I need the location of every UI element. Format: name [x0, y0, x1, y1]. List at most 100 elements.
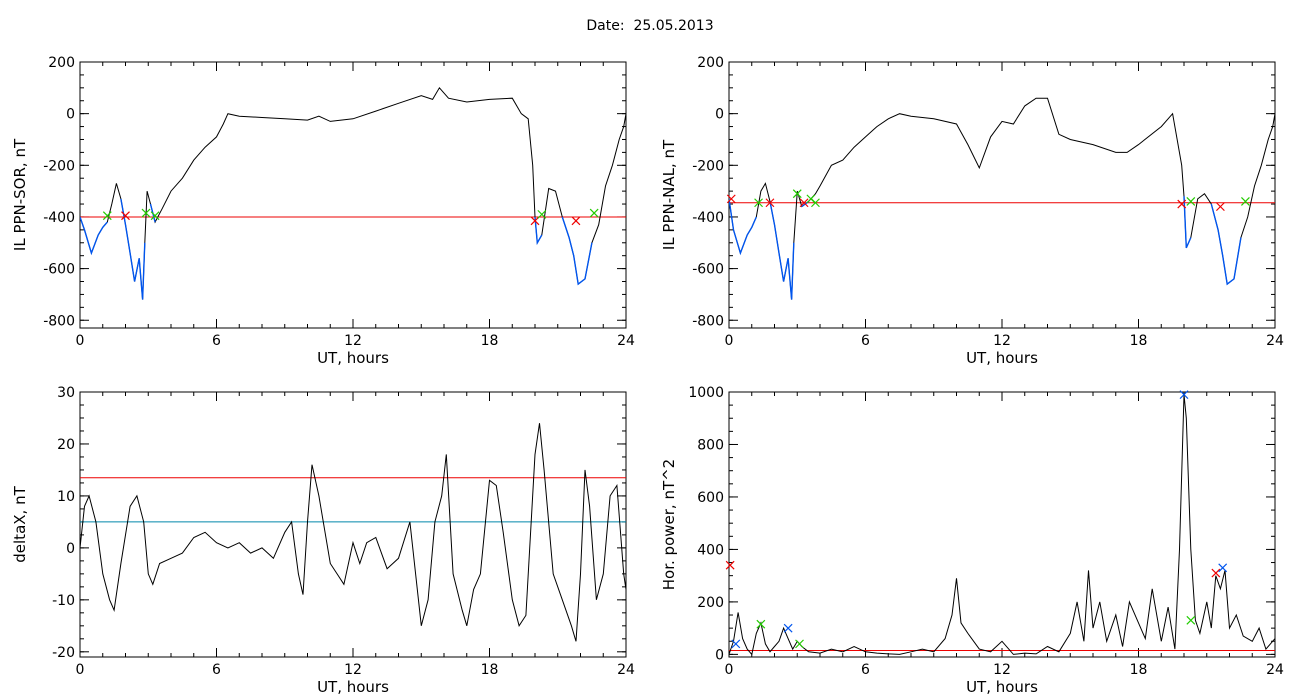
- y-tick-label: -200: [692, 158, 724, 174]
- substorm-segment: [561, 216, 593, 286]
- y-tick-label: 600: [697, 490, 724, 506]
- y-tick-label: 0: [715, 647, 724, 663]
- y-tick-label: 200: [48, 55, 75, 71]
- signal-line: [80, 423, 626, 642]
- x-tick-label: 0: [76, 333, 85, 349]
- y-axis-label: deltaX, nT: [11, 485, 29, 562]
- y-tick-label: -800: [692, 313, 724, 329]
- y-tick-label: 400: [697, 542, 724, 558]
- event-marker-green: [589, 208, 599, 218]
- x-tick-label: 18: [481, 333, 499, 349]
- x-axis-label: UT, hours: [317, 349, 389, 367]
- y-tick-label: 20: [57, 437, 75, 453]
- y-tick-label: 0: [66, 541, 75, 557]
- chart-panel-2: 0 6 12 18 24 -800 -600 -400 -200 0 200 UT, hours IL …: [660, 55, 1284, 367]
- y-tick-label: -600: [43, 262, 75, 278]
- x-tick-label: 18: [481, 662, 499, 678]
- x-tick-label: 0: [76, 662, 85, 678]
- x-tick-label: 0: [725, 662, 734, 678]
- y-tick-label: 200: [697, 595, 724, 611]
- event-marker-red: [1215, 202, 1225, 212]
- x-tick-label: 12: [993, 662, 1011, 678]
- y-tick-label: 10: [57, 489, 75, 505]
- signal-line: [80, 86, 626, 300]
- signal-line: [729, 394, 1275, 656]
- event-marker-red: [726, 194, 736, 204]
- x-tick-label: 12: [344, 333, 362, 349]
- substorm-segment: [80, 216, 108, 256]
- plot-area: [80, 423, 626, 642]
- event-marker-green: [537, 209, 547, 219]
- substorm-segment: [729, 198, 757, 256]
- y-tick-label: -10: [52, 593, 75, 609]
- x-axis-label: UT, hours: [317, 678, 389, 696]
- y-axis-label: Hor. power, nT^2: [660, 459, 678, 590]
- x-tick-label: 12: [344, 662, 362, 678]
- chart-panel-1: 0 6 12 18 24 -800 -600 -400 -200 0 200 UT, hours IL …: [11, 55, 635, 367]
- y-tick-label: 0: [66, 107, 75, 123]
- y-tick-label: 800: [697, 437, 724, 453]
- substorm-segment: [1210, 203, 1242, 286]
- plot-frame: [79, 391, 627, 658]
- event-marker-green: [795, 639, 804, 649]
- plot-area: [729, 97, 1275, 300]
- x-tick-label: 18: [1130, 662, 1148, 678]
- y-tick-label: -400: [43, 210, 75, 226]
- event-marker-green: [1241, 197, 1250, 206]
- substorm-segment: [534, 216, 543, 246]
- substorm-segment: [120, 198, 146, 300]
- y-tick-label: -20: [52, 645, 75, 661]
- y-tick-label: 30: [57, 385, 75, 401]
- y-tick-label: -600: [692, 262, 724, 278]
- plot-frame: [79, 61, 627, 329]
- event-marker-green: [150, 211, 160, 221]
- x-tick-label: 6: [212, 333, 221, 349]
- plot-area: [729, 394, 1275, 656]
- x-tick-label: 24: [1266, 333, 1284, 349]
- y-axis-label: IL PPN-NAL, nT: [660, 139, 678, 250]
- chart-panel-4: 0 6 12 18 24 0 200 400 600 800 1000 UT, hours Hor. p…: [660, 385, 1284, 696]
- event-marker-green: [811, 198, 820, 208]
- x-tick-label: 24: [1266, 662, 1284, 678]
- event-marker-blue: [783, 623, 793, 633]
- event-marker-green: [141, 208, 151, 218]
- event-marker-red: [725, 560, 735, 570]
- substorm-segment: [1183, 196, 1192, 249]
- event-marker-red: [121, 211, 130, 221]
- x-axis-label: UT, hours: [966, 678, 1038, 696]
- event-marker-red: [571, 216, 581, 226]
- x-tick-label: 12: [993, 333, 1011, 349]
- event-marker-green: [1186, 197, 1196, 206]
- y-tick-label: 0: [715, 107, 724, 123]
- plot-area: [80, 86, 626, 300]
- event-marker-green: [102, 211, 112, 221]
- date-value: 25.05.2013: [633, 18, 714, 34]
- y-tick-label: 200: [697, 55, 724, 71]
- x-tick-label: 6: [861, 662, 870, 678]
- chart-panel-3: 0 6 12 18 24 -20 -10 0 10 20 30 UT, hours deltaX, nT: [11, 385, 635, 696]
- event-marker-green: [1186, 615, 1196, 625]
- event-marker-red: [765, 198, 775, 208]
- date-label: Date:: [586, 18, 625, 34]
- x-tick-label: 24: [617, 333, 635, 349]
- event-marker-red: [799, 198, 809, 208]
- y-tick-label: 1000: [688, 385, 724, 401]
- x-tick-label: 6: [212, 662, 221, 678]
- event-marker-red: [1211, 568, 1221, 578]
- figure-header: Date: 25.05.2013: [0, 18, 1300, 34]
- x-tick-label: 24: [617, 662, 635, 678]
- event-marker-green: [756, 619, 766, 629]
- y-tick-label: -800: [43, 313, 75, 329]
- event-marker-red: [1177, 199, 1187, 209]
- event-marker-green: [754, 198, 763, 208]
- event-marker-blue: [731, 639, 741, 649]
- event-marker-green: [792, 189, 802, 199]
- x-tick-label: 6: [861, 333, 870, 349]
- y-tick-label: -200: [43, 158, 75, 174]
- x-tick-label: 0: [725, 333, 734, 349]
- event-marker-blue: [1218, 563, 1228, 573]
- plot-frame: [728, 61, 1276, 329]
- event-marker-blue: [1179, 390, 1189, 400]
- y-tick-label: -400: [692, 210, 724, 226]
